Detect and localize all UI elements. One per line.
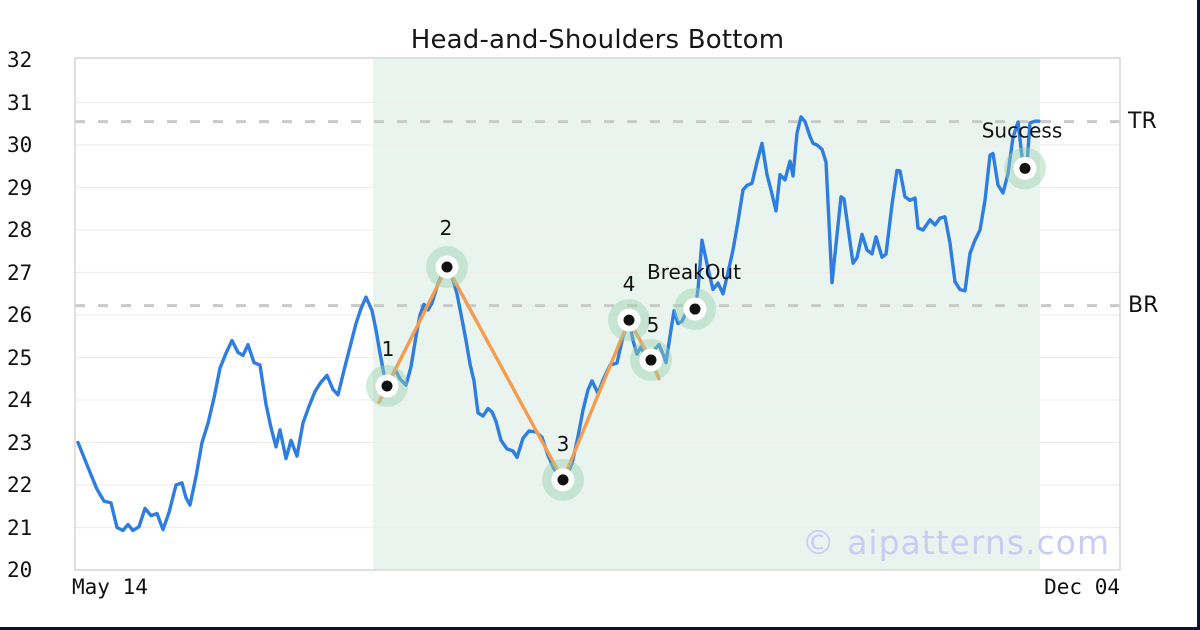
y-tick-label: 32 xyxy=(7,48,33,72)
point-4-label: 4 xyxy=(623,272,636,296)
watermark-text: © aipatterns.com xyxy=(801,523,1110,562)
y-tick-label: 22 xyxy=(7,473,33,497)
y-tick-label: 29 xyxy=(7,175,33,200)
y-tick-label: 25 xyxy=(7,345,33,370)
y-tick-label: 30 xyxy=(7,133,33,157)
price-line xyxy=(76,115,1041,533)
marker-layer xyxy=(366,147,1046,501)
point-3-label: 3 xyxy=(557,432,570,456)
level-label-br: BR xyxy=(1128,292,1159,318)
success-marker-dot xyxy=(1019,162,1031,174)
y-tick-label: 28 xyxy=(7,218,33,242)
bottom-edge-bar xyxy=(0,627,1200,630)
chart-title: Head-and-Shoulders Bottom xyxy=(410,25,785,55)
point-1-marker-dot xyxy=(381,380,393,392)
plot-frame-layer xyxy=(74,57,1121,571)
annotation-layer: 1 2 3 45 BreakOut Success xyxy=(382,118,1063,456)
success-label: Success xyxy=(982,118,1063,142)
x-axis-start-label: May 14 xyxy=(72,575,148,599)
point-4-marker-dot xyxy=(623,314,635,326)
y-tick-label: 27 xyxy=(7,260,33,285)
right-edge-bar xyxy=(1197,0,1200,630)
y-tick-label: 24 xyxy=(7,388,33,412)
plot-frame xyxy=(74,57,1121,571)
y-tick-label: 26 xyxy=(7,303,33,327)
y-tick-label: 31 xyxy=(7,90,33,115)
point-5-label: 5 xyxy=(647,313,660,337)
breakout-marker-dot xyxy=(689,303,701,315)
point-3-marker-dot xyxy=(557,474,569,486)
x-axis-end-label: Dec 04 xyxy=(1044,575,1120,599)
point-5-marker-dot xyxy=(645,354,657,366)
point-2-label: 2 xyxy=(440,216,453,240)
y-tick-label: 21 xyxy=(7,515,33,540)
point-2-marker-dot xyxy=(441,261,453,273)
breakout-label: BreakOut xyxy=(647,260,741,284)
y-tick-label: 20 xyxy=(7,558,33,582)
y-tick-label: 23 xyxy=(7,430,33,455)
level-label-tr: TR xyxy=(1128,108,1157,134)
point-1-label: 1 xyxy=(382,337,395,361)
